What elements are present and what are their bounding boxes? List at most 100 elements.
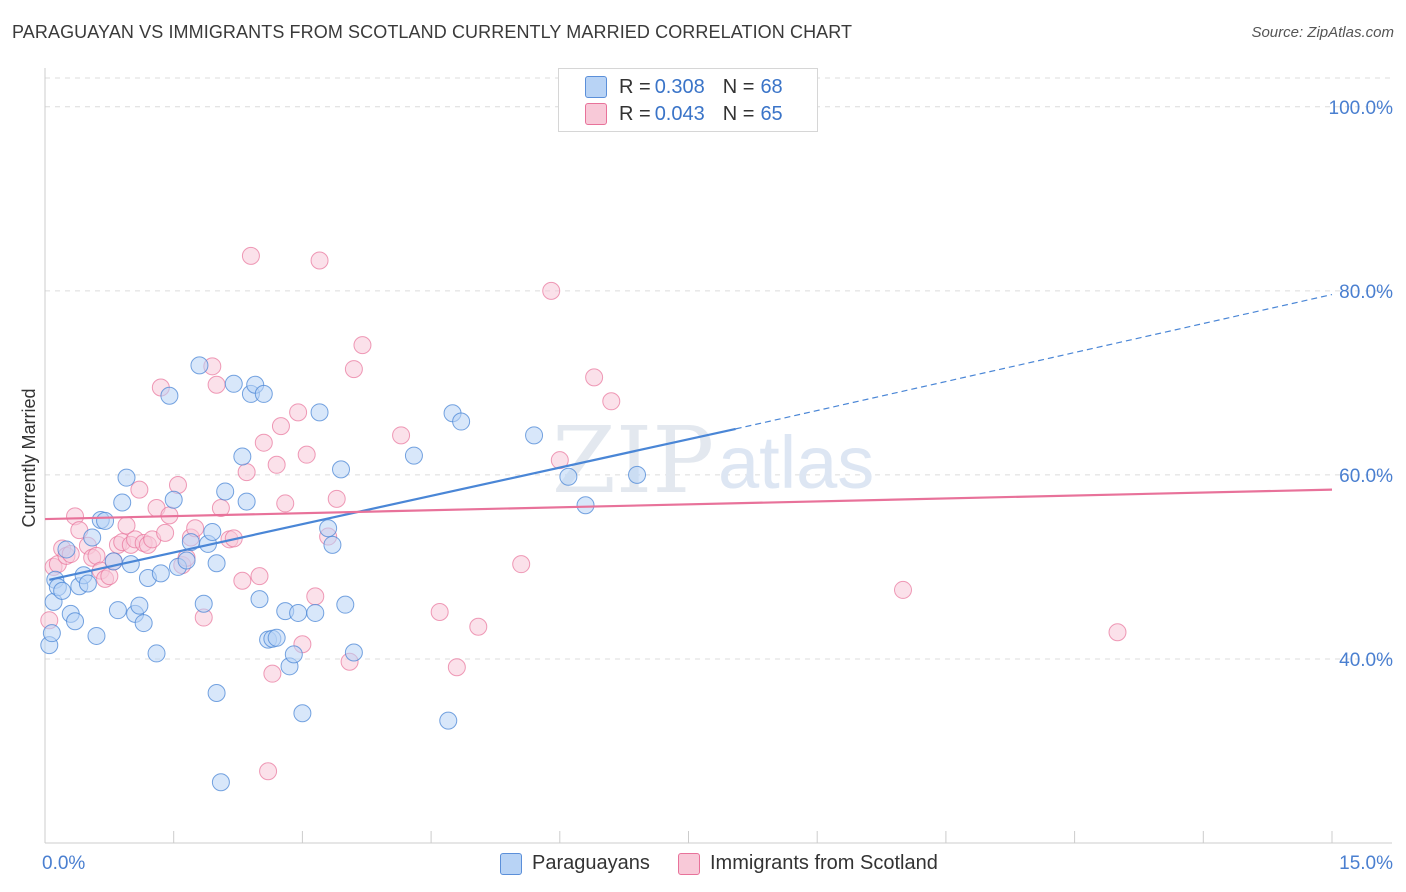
paraguayan-point (203, 522, 222, 541)
scotland-point (585, 368, 604, 387)
scotland-point (156, 523, 175, 542)
legend-r-key: R = (619, 75, 651, 98)
paraguayan-point (207, 554, 226, 573)
x-tick-label: 15.0% (1339, 853, 1393, 874)
scotland-point (259, 762, 278, 781)
paraguayan-point (310, 403, 329, 422)
scotland-point (267, 455, 286, 474)
scotland-point (130, 480, 149, 499)
paraguayan-point (254, 384, 273, 403)
paraguayan-point (147, 644, 166, 663)
paraguayan-point (113, 493, 132, 512)
paraguayan-point (160, 386, 179, 405)
legend-label-paraguayans: Paraguayans (532, 852, 650, 874)
paraguayan-point (439, 711, 458, 730)
paraguayan-point (293, 704, 312, 723)
paraguayan-point (233, 447, 252, 466)
scotland-point (469, 617, 488, 636)
scotland-point (602, 392, 621, 411)
paraguayan-point (250, 590, 269, 609)
paraguayan-point (211, 773, 230, 792)
paraguayan-point (216, 482, 235, 501)
paraguayan-point (452, 412, 471, 431)
legend-r-value: 0.308 (654, 75, 705, 98)
paraguayan-point (83, 528, 102, 547)
legend-n-key: N = (722, 102, 755, 125)
paraguayan-point (130, 596, 149, 615)
paraguayan-point (66, 612, 85, 631)
paraguayan-point (319, 519, 338, 538)
scotland-point (894, 580, 912, 599)
axes (44, 68, 1392, 844)
paraguayan-point (164, 490, 183, 509)
paraguayan-point (87, 626, 106, 645)
scotland-point (289, 403, 308, 422)
scotland-point (344, 360, 363, 379)
paraguayan-point (559, 467, 578, 486)
paraguayan-point (344, 643, 363, 662)
paraguayan-point (576, 496, 595, 515)
legend-label-scotland: Immigrants from Scotland (710, 852, 938, 874)
paraguayan-point (57, 540, 76, 559)
paraguayan-point (151, 564, 170, 583)
legend-swatch-blue (500, 852, 522, 875)
y-tick-label: 100.0% (1329, 98, 1394, 119)
paraguayan-point (404, 446, 423, 465)
legend-item-scotland[interactable]: Immigrants from Scotland (678, 852, 938, 875)
scotland-point (542, 281, 561, 300)
y-tick-label: 60.0% (1339, 466, 1393, 487)
paraguayan-point (336, 595, 355, 614)
y-axis-title: Currently Married (19, 388, 39, 527)
scotland-point (306, 587, 325, 606)
paraguayan-trend-line (49, 427, 736, 581)
legend-swatch-pink (585, 103, 607, 125)
paraguayan-point (42, 624, 61, 643)
correlation-legend: R = 0.308 N = 68 R = 0.043 N = 65 (558, 68, 818, 132)
tick-labels: 40.0% 60.0% 80.0% 100.0% 0.0% 15.0% (42, 98, 1393, 874)
x-tick-label: 0.0% (42, 853, 85, 874)
scotland-point (353, 336, 372, 355)
paraguayan-point (224, 374, 243, 393)
scotland-point (271, 417, 290, 436)
scotland-trend-line (44, 488, 1333, 521)
watermark-zip: ZIP (552, 407, 714, 514)
chart-title: PARAGUAYAN VS IMMIGRANTS FROM SCOTLAND C… (12, 22, 853, 42)
paraguayan-point (117, 468, 136, 487)
legend-n-value: 68 (760, 75, 783, 98)
paraguayan-point (628, 465, 647, 484)
paraguayan-point (267, 628, 286, 647)
paraguayan-point (207, 684, 226, 703)
scotland-point (276, 494, 295, 513)
scotland-point (237, 463, 256, 482)
scotland-point (241, 246, 260, 265)
paraguayan-point (306, 603, 325, 622)
legend-swatch-pink (678, 852, 700, 875)
scotland-point (250, 567, 269, 586)
scotland-point (447, 658, 466, 677)
scotland-point (207, 375, 226, 394)
paraguayan-point (323, 535, 342, 554)
legend-item-paraguayans[interactable]: Paraguayans (500, 852, 650, 875)
source-label: Source: ZipAtlas.com (1251, 24, 1394, 41)
paraguayan-point (78, 574, 97, 593)
legend-r-value: 0.043 (654, 102, 705, 125)
paraguayan-point (289, 603, 308, 622)
paraguayan-point (525, 426, 544, 445)
legend-n-key: N = (722, 75, 755, 98)
paraguayan-point (237, 492, 256, 511)
scotland-point (310, 251, 329, 270)
legend-r-key: R = (619, 102, 651, 125)
scotland-point (233, 571, 252, 590)
paraguayan-point (96, 511, 115, 530)
watermark-atlas: atlas (718, 421, 874, 504)
watermark: ZIP atlas (552, 407, 874, 514)
paraguayan-point (190, 356, 209, 375)
paraguayan-point (332, 460, 351, 479)
grid-lines (45, 77, 1392, 660)
paraguayan-point (53, 581, 72, 600)
trend-lines (44, 293, 1333, 581)
y-tick-label: 40.0% (1339, 650, 1393, 671)
paraguayan-point (177, 551, 196, 570)
paraguayan-point (194, 594, 213, 613)
